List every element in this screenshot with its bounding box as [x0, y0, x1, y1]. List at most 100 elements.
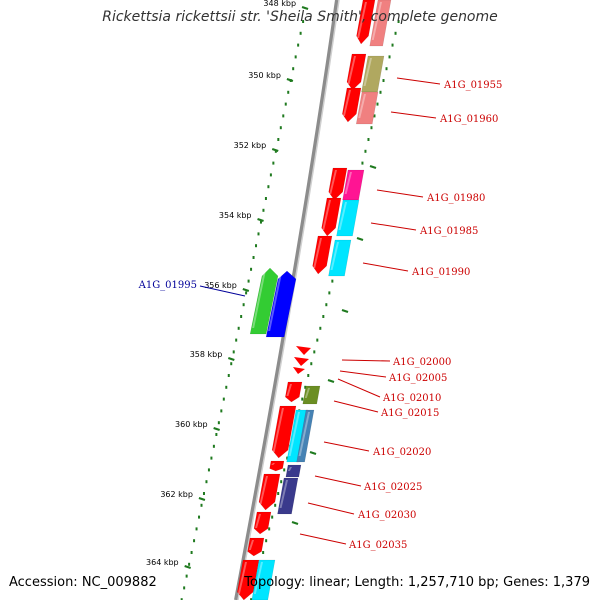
minor-tick: [310, 362, 313, 366]
minor-tick: [250, 267, 253, 271]
gene-cyan-shine: [330, 242, 339, 270]
minor-tick: [225, 385, 228, 389]
minor-tick: [257, 232, 260, 236]
gene-red-shine: [329, 170, 337, 194]
minor-tick: [307, 374, 310, 377]
minor-tick: [331, 279, 334, 283]
gene-cyan-shine: [253, 562, 263, 594]
minor-tick: [190, 551, 193, 554]
gene-navy-shine: [279, 480, 288, 508]
tick-mark: [341, 308, 349, 314]
gene-darkgreen: [302, 385, 321, 405]
gene-label[interactable]: A1G_02000: [392, 357, 451, 368]
gene-red: [271, 405, 297, 459]
minor-tick: [212, 444, 215, 448]
minor-tick: [322, 315, 325, 318]
minor-tick: [265, 539, 268, 543]
gene-red: [346, 53, 367, 91]
minor-tick: [316, 338, 319, 342]
gene-label[interactable]: A1G_02015: [380, 408, 439, 419]
gene-olive-shine: [363, 58, 372, 86]
minor-tick: [287, 90, 290, 94]
minor-tick: [286, 456, 289, 460]
minor-tick: [302, 20, 305, 23]
minor-tick: [304, 385, 307, 389]
tick-label: 356 kbp: [204, 281, 237, 290]
gene-blue-shine: [268, 273, 282, 331]
gene-red: [269, 460, 285, 472]
gene-red: [356, 0, 376, 45]
minor-tick: [367, 138, 370, 141]
tick-label: 360 kbp: [175, 420, 208, 429]
tick-label: 348 kbp: [263, 0, 296, 8]
accession-text: Accession: NC_009882: [9, 575, 157, 590]
minor-tick: [277, 138, 280, 141]
minor-tick: [255, 244, 258, 248]
minor-tick: [230, 362, 233, 366]
gene-label[interactable]: A1G_02010: [382, 393, 441, 404]
gene-leader-line: [337, 378, 381, 398]
gene-cyan: [328, 239, 352, 277]
minor-tick: [376, 102, 379, 106]
gene-label[interactable]: A1G_01955: [443, 80, 502, 91]
tick-mark: [257, 217, 264, 223]
minor-tick: [299, 31, 302, 35]
gene-label[interactable]: A1G_01990: [411, 267, 470, 278]
minor-tick: [202, 492, 205, 495]
gene-label[interactable]: A1G_02025: [363, 482, 422, 493]
minor-tick: [222, 397, 225, 401]
gene-label[interactable]: A1G_02035: [348, 540, 407, 551]
minor-tick: [220, 409, 223, 413]
gene-red-shine: [259, 476, 268, 504]
minor-tick: [325, 303, 328, 307]
gene-label[interactable]: A1G_02020: [372, 447, 431, 458]
minor-tick: [215, 433, 218, 436]
minor-tick: [207, 468, 210, 472]
minor-tick: [268, 527, 271, 531]
gene-leader-line: [314, 475, 362, 487]
minor-tick: [280, 480, 283, 484]
gene-leader-line: [376, 189, 424, 198]
minor-tick: [264, 197, 267, 200]
gene-red-shine: [237, 562, 247, 594]
map-title: Rickettsia rickettsii str. 'Sheila Smith…: [102, 9, 498, 25]
gene-label[interactable]: A1G_02005: [388, 373, 447, 384]
gene-labels: A1G_01955 A1G_01960 A1G_01980 A1G_01985 A1G_…: [138, 77, 502, 551]
minor-tick: [180, 598, 183, 600]
minor-tick: [259, 220, 262, 224]
gene-red: [253, 511, 272, 535]
tick-mark: [291, 520, 299, 526]
minor-tick: [247, 279, 250, 283]
gene-red-small: [294, 357, 309, 366]
gene-label[interactable]: A1G_01995: [138, 280, 197, 291]
minor-tick: [289, 79, 292, 82]
minor-tick: [388, 55, 391, 59]
gene-red-small: [296, 346, 311, 355]
minor-tick: [292, 67, 295, 71]
minor-tick: [297, 43, 300, 47]
minor-tick: [283, 468, 286, 472]
gene-label[interactable]: A1G_02030: [357, 510, 416, 521]
gene-red: [321, 197, 342, 237]
gene-cyan-shine: [288, 412, 300, 456]
minor-tick: [262, 551, 265, 554]
gene-pink: [369, 0, 392, 47]
gene-label[interactable]: A1G_01985: [419, 226, 478, 237]
tick-mark: [356, 236, 364, 242]
tick-label: 352 kbp: [234, 141, 267, 150]
gene-leader-line: [370, 222, 417, 231]
tick-mark: [369, 164, 377, 170]
minor-tick: [319, 326, 322, 330]
gene-red-small: [293, 367, 305, 374]
gene-label[interactable]: A1G_01980: [426, 193, 485, 204]
gene-pink: [355, 91, 379, 125]
minor-tick: [385, 67, 388, 71]
minor-tick: [195, 527, 198, 531]
minor-tick: [200, 503, 203, 507]
minor-tick: [364, 149, 367, 153]
minor-tick-dots: [180, 20, 400, 600]
gene-label[interactable]: A1G_01960: [439, 114, 498, 125]
gene-green-shine: [252, 270, 266, 328]
minor-tick: [232, 350, 235, 354]
minor-tick: [242, 303, 245, 307]
